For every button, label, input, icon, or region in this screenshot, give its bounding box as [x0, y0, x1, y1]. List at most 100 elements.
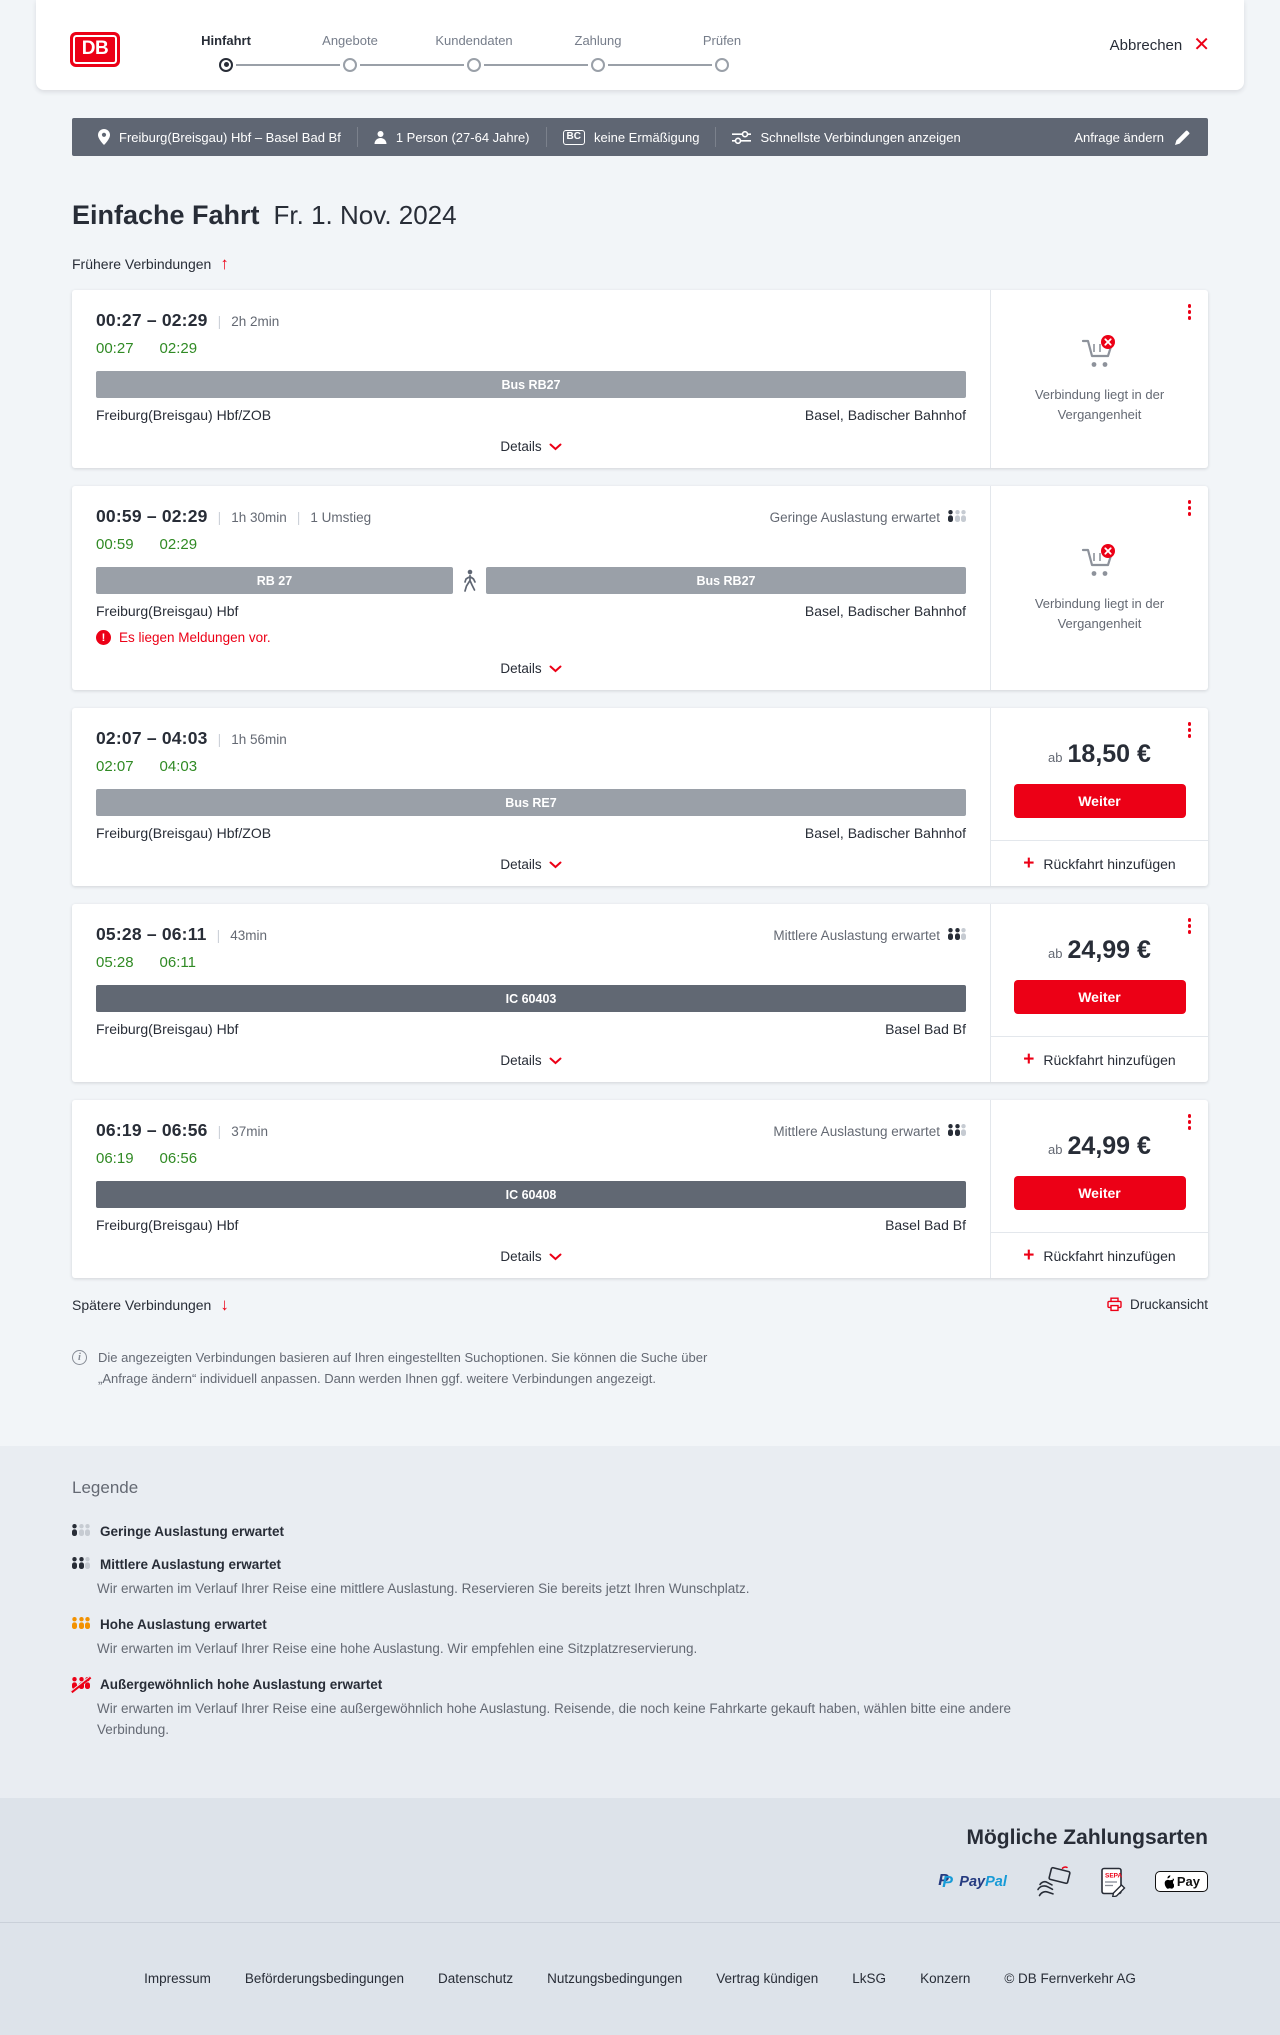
step-label: Hinfahrt: [201, 32, 251, 48]
origin-station: Freiburg(Breisgau) Hbf/ZOB: [96, 825, 272, 841]
chevron-down-icon: [549, 861, 562, 868]
departure-time: 00:59: [96, 536, 134, 553]
connection-list: 00:27 – 02:29 | 2h 2min 00:27 02:29 Bus …: [72, 290, 1208, 1278]
connection-time-range: 05:28 – 06:11: [96, 924, 207, 944]
footer-link[interactable]: Beförderungsbedingungen: [244, 1971, 405, 1987]
connection-main: 00:27 – 02:29 | 2h 2min 00:27 02:29 Bus …: [72, 290, 990, 468]
stepper-step[interactable]: Kundendaten: [412, 33, 588, 72]
footer-link[interactable]: Datenschutz: [438, 1971, 514, 1987]
details-toggle[interactable]: Details: [96, 423, 966, 454]
connection-main: 05:28 – 06:11 | 43min Mittlere Auslastun…: [72, 904, 990, 1082]
legend-icon-slot: [72, 1617, 90, 1632]
progress-stepper: Hinfahrt Angebote Kundendaten Zahlung Pr…: [164, 33, 784, 72]
plus-icon: +: [1023, 1049, 1035, 1070]
train-segment-bar: Bus RB27: [96, 371, 966, 398]
options-menu-button[interactable]: [1186, 916, 1194, 936]
step-dot-icon: [219, 57, 233, 72]
legend-item: Außergewöhnlich hohe Auslastung erwartet…: [72, 1677, 1208, 1740]
occupancy-indicator: Geringe Auslastung erwartet: [770, 510, 966, 525]
past-message: Verbindung liegt in der Vergangenheit: [1034, 386, 1165, 422]
chevron-down-icon: [549, 665, 562, 672]
connection-side-panel: Verbindung liegt in der Vergangenheit: [990, 486, 1208, 690]
arrival-time: 02:29: [159, 536, 198, 553]
db-logo-text: DB: [81, 38, 109, 59]
price-prefix: ab: [1048, 750, 1063, 765]
options-menu-button[interactable]: [1186, 498, 1194, 518]
legend-icon-slot: [72, 1556, 90, 1572]
cancel-button[interactable]: Abbrechen ✕: [1110, 35, 1210, 55]
add-return-button[interactable]: + Rückfahrt hinzufügen: [991, 1232, 1208, 1278]
travel-date: Fr. 1. Nov. 2024: [273, 200, 457, 230]
connection-duration: 43min: [230, 928, 268, 943]
destination-station: Basel, Badischer Bahnhof: [804, 407, 966, 423]
price-prefix: ab: [1048, 1142, 1063, 1157]
results-heading: Einfache Fahrt Fr. 1. Nov. 2024: [72, 200, 1208, 231]
location-pin-icon: [98, 129, 110, 145]
journey-segments: RB 27 Bus RB27: [96, 567, 966, 594]
page-title: Einfache Fahrt: [72, 200, 260, 230]
cancel-label: Abbrechen: [1109, 36, 1183, 54]
train-segment-bar: RB 27: [96, 567, 453, 594]
footer-link[interactable]: Impressum: [144, 1971, 211, 1987]
journey-segments: IC 60408: [96, 1181, 966, 1208]
arrival-time: 06:56: [159, 1150, 198, 1167]
add-return-button[interactable]: + Rückfahrt hinzufügen: [991, 840, 1208, 886]
fastest-connections-toggle[interactable]: Schnellste Verbindungen anzeigen: [715, 127, 976, 147]
warning-text: Es liegen Meldungen vor.: [119, 630, 271, 645]
add-return-button[interactable]: + Rückfahrt hinzufügen: [991, 1036, 1208, 1082]
options-menu-button[interactable]: [1186, 302, 1194, 322]
connection-duration: 1h 56min: [231, 732, 287, 747]
earlier-connections-link[interactable]: Frühere Verbindungen ↑: [72, 255, 229, 272]
occupancy-icon-medium: [948, 1124, 966, 1136]
connection-time-range: 02:07 – 04:03: [96, 728, 208, 748]
sliders-icon: [732, 130, 752, 144]
occupancy-icon-slot: [948, 510, 966, 525]
continue-button[interactable]: Weiter: [1013, 1176, 1186, 1210]
connection-card: 00:59 – 02:29 | 1h 30min | 1 Umstieg Ger…: [72, 486, 1208, 690]
train-segment-bar: IC 60403: [96, 985, 966, 1012]
origin-station: Freiburg(Breisgau) Hbf/ZOB: [96, 407, 272, 423]
step-label: Angebote: [322, 32, 378, 48]
person-icon: [374, 130, 387, 144]
later-connections-link[interactable]: Spätere Verbindungen ↓: [72, 1296, 229, 1313]
footer-link[interactable]: Nutzungsbedingungen: [547, 1971, 683, 1987]
change-request-button[interactable]: Anfrage ändern: [1074, 130, 1198, 145]
stepper-step[interactable]: Hinfahrt: [164, 32, 340, 72]
arrival-time: 06:11: [159, 954, 196, 971]
search-info-note: i Die angezeigten Verbindungen basieren …: [72, 1347, 722, 1390]
stepper-step[interactable]: Zahlung: [536, 33, 712, 72]
separator: |: [217, 509, 222, 525]
connection-main: 00:59 – 02:29 | 1h 30min | 1 Umstieg Ger…: [72, 486, 990, 690]
details-toggle[interactable]: Details: [96, 1233, 966, 1264]
print-view-button[interactable]: Druckansicht: [1107, 1297, 1208, 1312]
later-connections-label: Spätere Verbindungen: [72, 1296, 212, 1313]
details-toggle[interactable]: Details: [96, 841, 966, 872]
footer-link[interactable]: Konzern: [920, 1971, 971, 1987]
departure-time: 02:07: [96, 758, 134, 775]
departure-time: 06:19: [96, 1150, 134, 1167]
details-toggle[interactable]: Details: [96, 645, 966, 676]
occupancy-icon-medium: [948, 928, 966, 940]
past-connection-panel: Verbindung liegt in der Vergangenheit: [991, 486, 1208, 690]
connection-side-panel: ab 18,50 € Weiter + Rückfahrt hinzufügen: [990, 708, 1208, 886]
footer-link[interactable]: LkSG: [852, 1971, 887, 1987]
connection-time-range: 00:27 – 02:29: [96, 310, 208, 330]
options-menu-button[interactable]: [1186, 1112, 1194, 1132]
stepper-step[interactable]: Angebote: [288, 32, 464, 72]
db-logo[interactable]: DB: [70, 31, 120, 67]
info-text: Die angezeigten Verbindungen basieren au…: [98, 1350, 708, 1387]
stepper-step[interactable]: Prüfen: [660, 33, 784, 72]
connection-duration: 37min: [231, 1124, 268, 1139]
journey-segments: IC 60403: [96, 985, 966, 1012]
details-label: Details: [500, 661, 542, 676]
continue-button[interactable]: Weiter: [1013, 980, 1186, 1014]
options-menu-button[interactable]: [1186, 720, 1194, 740]
connection-duration: 2h 2min: [231, 314, 280, 329]
details-toggle[interactable]: Details: [96, 1037, 966, 1068]
past-connection-panel: Verbindung liegt in der Vergangenheit: [991, 290, 1208, 468]
continue-button[interactable]: Weiter: [1013, 784, 1186, 818]
connection-warning[interactable]: ! Es liegen Meldungen vor.: [96, 630, 966, 645]
footer-link[interactable]: Vertrag kündigen: [716, 1971, 819, 1987]
connection-side-panel: ab 24,99 € Weiter + Rückfahrt hinzufügen: [990, 1100, 1208, 1278]
